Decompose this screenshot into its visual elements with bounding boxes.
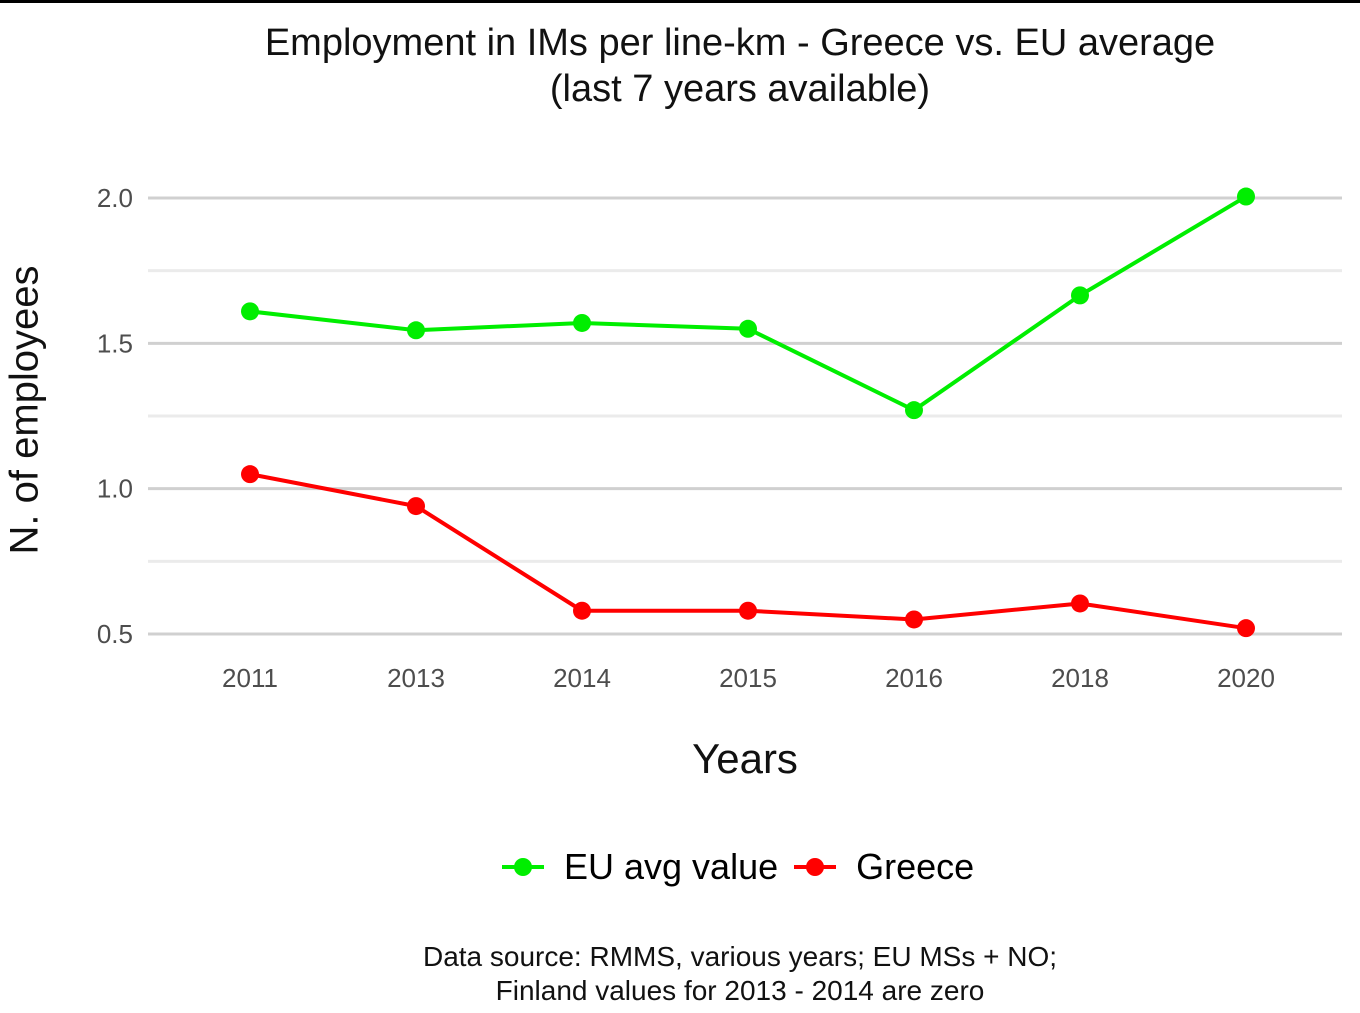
data-point-eu-avg — [905, 401, 923, 420]
data-point-greece — [407, 497, 425, 516]
data-point-greece — [739, 601, 757, 620]
y-tick-label: 2.0 — [97, 183, 133, 213]
data-source-caption: Data source: RMMS, various years; EU MSs… — [423, 940, 1057, 1008]
data-point-greece — [1237, 619, 1255, 638]
data-point-eu-avg — [1071, 286, 1089, 305]
x-tick-label: 2016 — [885, 663, 943, 693]
caption-line-1: Data source: RMMS, various years; EU MSs… — [422, 941, 1058, 972]
x-tick-label: 2015 — [719, 663, 777, 693]
legend-item-greece: Greece — [792, 842, 974, 892]
x-axis-title: Years — [692, 735, 798, 782]
x-tick-label: 2018 — [1051, 663, 1109, 693]
y-tick-label: 0.5 — [97, 619, 133, 649]
legend-item-eu: EU avg value — [500, 842, 778, 892]
y-axis-title: N. of employees — [2, 265, 47, 555]
legend-label-eu: EU avg value — [564, 846, 779, 887]
data-point-greece — [241, 465, 259, 484]
line-chart: 0.5 1.0 1.5 2.0 2011 2013 2014 2015 2016 2018 2020 — [97, 183, 1342, 693]
data-point-eu-avg — [407, 321, 425, 340]
data-point-eu-avg — [573, 313, 591, 332]
legend: EU avg value Greece — [500, 842, 988, 892]
top-border — [0, 0, 1360, 3]
data-point-eu-avg — [241, 302, 259, 321]
legend-label-greece: Greece — [856, 846, 975, 887]
chart-title: Employment in IMs per line-km - Greece v… — [264, 22, 1216, 64]
legend-key-greece — [794, 858, 837, 876]
data-point-eu-avg — [1237, 187, 1255, 206]
y-tick-label: 1.5 — [97, 328, 133, 358]
legend-key-eu — [502, 858, 544, 876]
data-point-eu-avg — [739, 319, 757, 338]
x-tick-label: 2011 — [222, 663, 278, 693]
chart-subtitle: (last 7 years available) — [549, 68, 931, 110]
caption-line-2: Finland values for 2013 - 2014 are zero — [495, 975, 985, 1006]
series-line-eu-avg — [249, 194, 1248, 413]
y-tick-label: 1.0 — [97, 474, 133, 504]
data-point-greece — [573, 601, 591, 620]
data-point-greece — [905, 610, 923, 629]
x-tick-label: 2014 — [553, 663, 611, 693]
x-tick-label: 2020 — [1217, 663, 1275, 693]
data-point-greece — [1071, 594, 1089, 613]
x-tick-label: 2013 — [387, 663, 445, 693]
